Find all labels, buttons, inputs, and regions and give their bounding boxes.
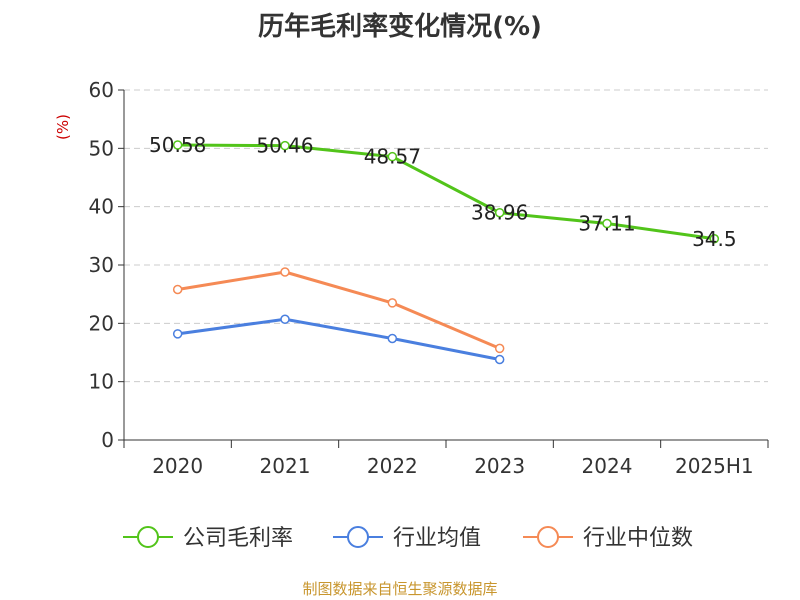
data-labels: 50.58 50.46 48.57 38.96 37.11 34.5 — [149, 133, 737, 251]
x-tick-label: 2022 — [367, 454, 418, 478]
grid-lines — [124, 89, 768, 383]
series-line — [177, 317, 500, 361]
x-tick-label: 2023 — [474, 454, 525, 478]
data-point — [387, 298, 398, 308]
x-tick-label: 2024 — [582, 454, 633, 478]
x-tick-label: 2021 — [260, 454, 311, 478]
series-line — [177, 143, 715, 241]
data-point — [172, 329, 183, 339]
chart-title: 历年毛利率变化情况(%) — [258, 12, 542, 42]
series-line — [177, 270, 501, 350]
legend-swatch-marker — [537, 526, 559, 548]
y-tick-label: 10 — [89, 370, 114, 394]
legend-label: 行业中位数 — [583, 526, 693, 551]
legend: 公司毛利率 行业均值 行业中位数 — [123, 526, 693, 551]
data-point — [280, 140, 290, 151]
legend-swatch-marker — [137, 526, 159, 548]
data-point — [280, 267, 290, 277]
data-point — [172, 284, 183, 295]
data-label: 50.46 — [256, 134, 313, 158]
source-note: 制图数据来自恒生聚源数据库 — [302, 580, 498, 598]
y-tick-label: 60 — [89, 78, 114, 102]
data-point — [602, 218, 612, 229]
data-point — [172, 140, 183, 150]
data-label: 37.11 — [578, 212, 635, 236]
data-label: 48.57 — [364, 145, 421, 169]
data-label: 38.96 — [471, 201, 528, 225]
data-point — [280, 314, 290, 324]
data-point — [494, 207, 505, 218]
data-point — [494, 343, 505, 354]
data-point — [494, 354, 505, 365]
data-label: 50.58 — [149, 133, 206, 157]
y-tick-label: 30 — [89, 253, 114, 277]
legend-label: 公司毛利率 — [183, 526, 293, 551]
x-tick-label: 2025H1 — [675, 454, 754, 478]
x-tick-label: 2020 — [152, 454, 203, 478]
y-tick-label: 40 — [89, 195, 114, 219]
y-tick-label: 50 — [89, 136, 114, 160]
data-point — [387, 151, 398, 162]
data-label: 34.5 — [692, 227, 737, 251]
y-tick-label: 20 — [89, 311, 114, 335]
series-lines — [172, 140, 720, 365]
data-point — [709, 234, 720, 244]
y-tick-label: 0 — [101, 428, 114, 452]
data-point — [387, 333, 398, 344]
axes: 0 10 20 30 40 50 60 (%) 2020 2021 2022 2023 2024 2025… — [54, 78, 769, 478]
legend-swatch-marker — [347, 526, 369, 548]
y-axis-label: (%) — [54, 114, 72, 140]
legend-label: 行业均值 — [393, 526, 481, 551]
